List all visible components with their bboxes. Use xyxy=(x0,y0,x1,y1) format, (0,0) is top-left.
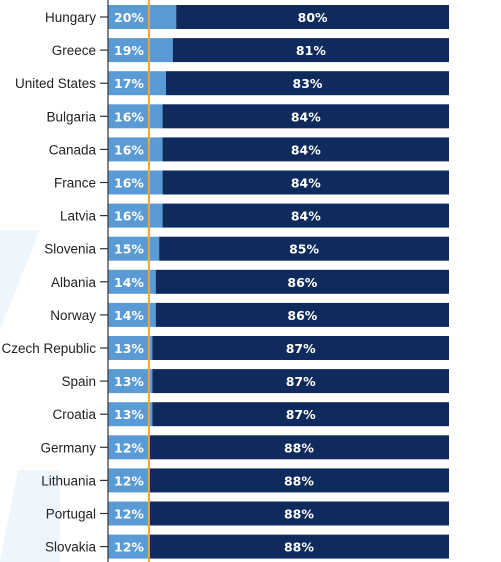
value-label-first: 13% xyxy=(114,341,144,356)
bar-segment-second xyxy=(162,137,449,162)
bar-segment-second xyxy=(152,336,449,360)
bar-segment-second xyxy=(176,5,449,29)
category-label: Bulgaria xyxy=(46,109,96,124)
y-axis xyxy=(100,0,109,562)
bar-segment-first xyxy=(108,468,149,493)
bar-segment-first xyxy=(108,38,173,63)
bar-segment-first xyxy=(108,71,166,96)
value-label-first: 12% xyxy=(114,473,144,488)
bar-segment-second xyxy=(155,269,450,294)
bar-segment-second xyxy=(152,369,449,394)
value-label-first: 14% xyxy=(114,308,144,323)
value-label-first: 12% xyxy=(114,540,144,555)
bar-segment-first xyxy=(108,534,149,559)
value-label-first: 20% xyxy=(114,10,144,25)
bar-segment-second xyxy=(162,104,449,129)
bar-segment-second xyxy=(162,170,449,195)
value-label-second: 86% xyxy=(287,308,317,323)
bar-segment-second xyxy=(159,236,449,261)
bar-segment-second xyxy=(152,402,449,427)
value-label-second: 81% xyxy=(296,43,326,58)
value-label-first: 19% xyxy=(114,43,144,58)
background-watermark xyxy=(0,230,60,562)
value-label-first: 12% xyxy=(114,507,144,522)
value-label-second: 84% xyxy=(291,209,321,224)
bar-segment-first xyxy=(108,170,163,195)
category-label: Hungary xyxy=(45,10,96,25)
value-label-second: 86% xyxy=(287,275,317,290)
category-label: Slovenia xyxy=(44,242,96,257)
bar-segment-second xyxy=(155,302,450,327)
value-label-second: 87% xyxy=(286,374,316,389)
value-label-second: 87% xyxy=(286,407,316,422)
category-label: Norway xyxy=(50,308,96,323)
bar-segment-second xyxy=(148,468,450,493)
value-label-first: 15% xyxy=(114,242,144,257)
value-label-first: 12% xyxy=(114,440,144,455)
value-label-first: 16% xyxy=(114,176,144,191)
bar-segment-first xyxy=(108,369,153,394)
bar-segment-first xyxy=(108,236,160,261)
category-label: Slovakia xyxy=(45,540,97,555)
value-label-second: 84% xyxy=(291,142,321,157)
bar-segment-second xyxy=(165,71,449,96)
category-label: Latvia xyxy=(60,209,97,224)
bar-segment-second xyxy=(162,203,449,228)
category-label: Greece xyxy=(52,43,96,58)
bar-segment-first xyxy=(108,435,149,460)
bars-layer xyxy=(108,5,450,559)
bar-segment-second xyxy=(148,435,450,460)
value-label-first: 16% xyxy=(114,109,144,124)
value-label-second: 87% xyxy=(286,341,316,356)
category-label: United States xyxy=(15,76,96,91)
value-label-first: 17% xyxy=(114,76,144,91)
value-label-second: 84% xyxy=(291,176,321,191)
category-label: France xyxy=(54,176,96,191)
bar-segment-first xyxy=(108,203,163,228)
bar-segment-first xyxy=(108,336,153,360)
bar-segment-second xyxy=(148,501,450,526)
bar-segment-first xyxy=(108,269,156,294)
bar-segment-second xyxy=(148,534,450,559)
bar-segment-first xyxy=(108,302,156,327)
value-label-second: 83% xyxy=(293,76,323,91)
value-label-first: 13% xyxy=(114,407,144,422)
value-label-second: 88% xyxy=(284,540,314,555)
bar-segment-second xyxy=(172,38,450,63)
bar-segment-first xyxy=(108,402,153,427)
bar-segment-first xyxy=(108,104,163,129)
category-label: Germany xyxy=(40,440,96,455)
category-label: Portugal xyxy=(46,507,96,522)
value-label-second: 80% xyxy=(298,10,328,25)
value-label-first: 16% xyxy=(114,209,144,224)
category-label: Lithuania xyxy=(41,473,96,488)
value-label-second: 84% xyxy=(291,109,321,124)
labels-layer: Hungary 20% 80% Greece 19% 81% United States 17… xyxy=(1,10,328,555)
value-label-first: 13% xyxy=(114,374,144,389)
value-label-second: 88% xyxy=(284,440,314,455)
value-label-second: 88% xyxy=(284,473,314,488)
category-label: Spain xyxy=(61,374,96,389)
bar-segment-first xyxy=(108,137,163,162)
value-label-first: 16% xyxy=(114,142,144,157)
category-label: Canada xyxy=(49,142,97,157)
value-label-second: 85% xyxy=(289,242,319,257)
bar-segment-first xyxy=(108,5,177,29)
category-label: Croatia xyxy=(52,407,96,422)
value-label-second: 88% xyxy=(284,507,314,522)
category-label: Czech Republic xyxy=(1,341,96,356)
value-label-first: 14% xyxy=(114,275,144,290)
category-label: Albania xyxy=(51,275,97,290)
bar-segment-first xyxy=(108,501,149,526)
